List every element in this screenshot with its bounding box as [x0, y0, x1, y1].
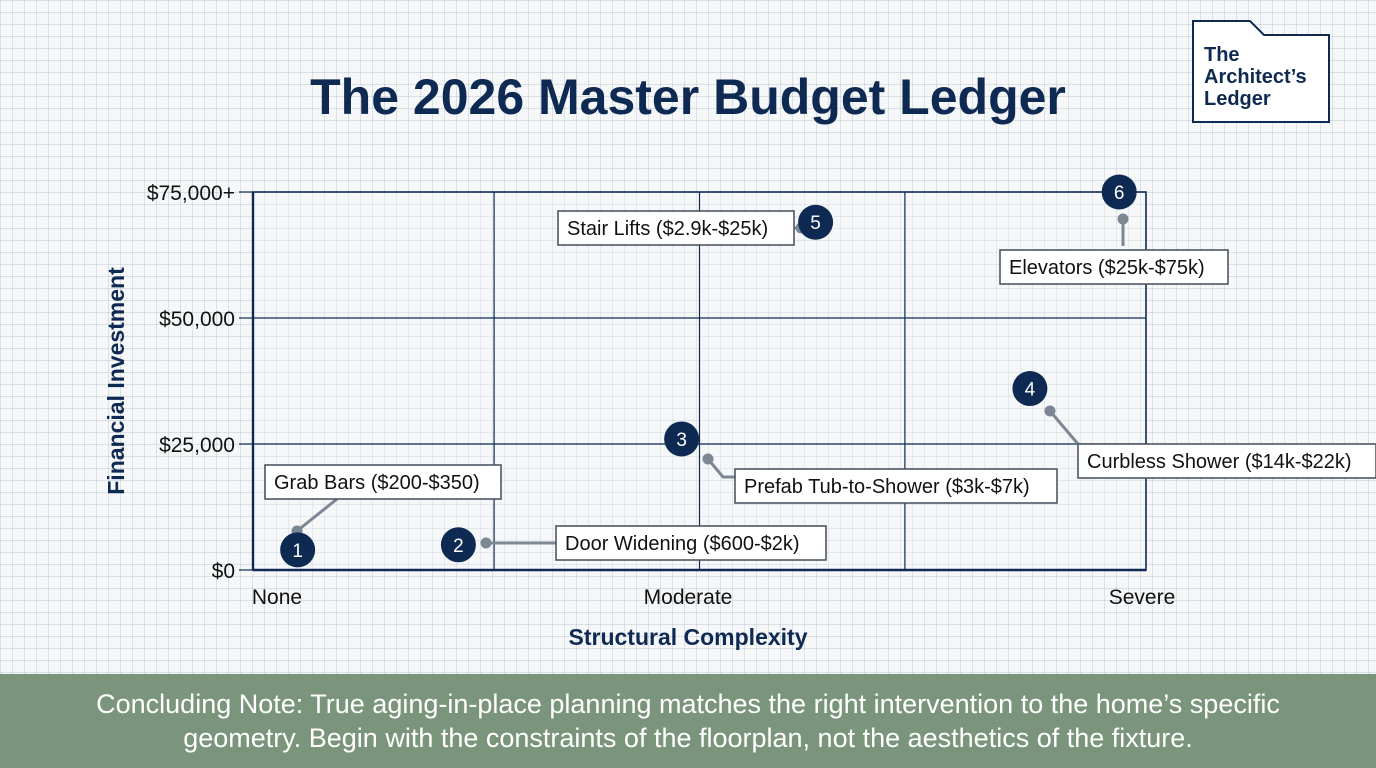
callout-box: [557, 210, 795, 246]
callout-label: Door Widening ($600-$2k): [565, 533, 800, 555]
x-tick-label: None: [252, 586, 302, 609]
data-point-marker: [664, 421, 700, 457]
callout-box: [264, 464, 502, 500]
leader-dot: [1117, 213, 1129, 225]
folder-icon: [1192, 20, 1330, 123]
callout-label: Stair Lifts ($2.9k-$25k): [567, 218, 768, 240]
callout-label: Curbless Shower ($14k-$22k): [1087, 451, 1352, 473]
data-point-marker: [1101, 174, 1137, 210]
data-point-marker: [798, 204, 834, 240]
data-point-marker: [1012, 371, 1048, 407]
callout-label: Elevators ($25k-$75k): [1009, 257, 1205, 279]
brand-logo: The Architect’s Ledger: [1192, 20, 1330, 123]
y-tick-label: $25,000: [159, 434, 235, 457]
callout-box: [1077, 443, 1376, 479]
leader-line: [296, 497, 338, 533]
leader-dot: [480, 537, 492, 549]
callout-box: [999, 249, 1229, 285]
y-tick-label: $50,000: [159, 308, 235, 331]
leader-dot: [1044, 405, 1056, 417]
y-axis-title: Financial Investment: [103, 267, 129, 495]
leader-line: [1048, 410, 1080, 445]
callout-box: [734, 468, 1058, 504]
callout-label: Prefab Tub-to-Shower ($3k-$7k): [744, 476, 1030, 498]
data-point-marker: [280, 532, 316, 568]
y-tick-label: $0: [212, 560, 235, 583]
data-point-number: 3: [676, 430, 687, 451]
page-title: The 2026 Master Budget Ledger: [310, 69, 1066, 125]
y-tick-label: $75,000+: [147, 182, 235, 205]
data-point-marker: [440, 527, 476, 563]
leader-dot: [702, 453, 714, 465]
data-point-number: 4: [1025, 380, 1036, 401]
x-axis-title: Structural Complexity: [569, 624, 808, 650]
brand-line-2: Architect’s: [1204, 66, 1307, 88]
x-tick-label: Moderate: [644, 586, 733, 609]
callout-label: Grab Bars ($200-$350): [274, 472, 480, 494]
data-point-number: 5: [810, 213, 821, 234]
footer-banner: Concluding Note: True aging-in-place pla…: [0, 674, 1376, 768]
data-point-number: 6: [1114, 183, 1125, 204]
chart: $0 $25,000 $50,000 $75,000+ None Moderate Seve…: [103, 174, 1376, 650]
data-point-number: 1: [292, 541, 303, 562]
x-tick-label: Severe: [1109, 586, 1176, 609]
leader-line: [706, 458, 735, 479]
brand-line-3: Ledger: [1204, 88, 1271, 110]
callout-box: [555, 525, 827, 561]
data-point-number: 2: [453, 536, 464, 557]
brand-line-1: The: [1204, 44, 1240, 66]
brand-text: The Architect’s Ledger: [1204, 44, 1328, 110]
concluding-note: Concluding Note: True aging-in-place pla…: [96, 689, 1280, 753]
